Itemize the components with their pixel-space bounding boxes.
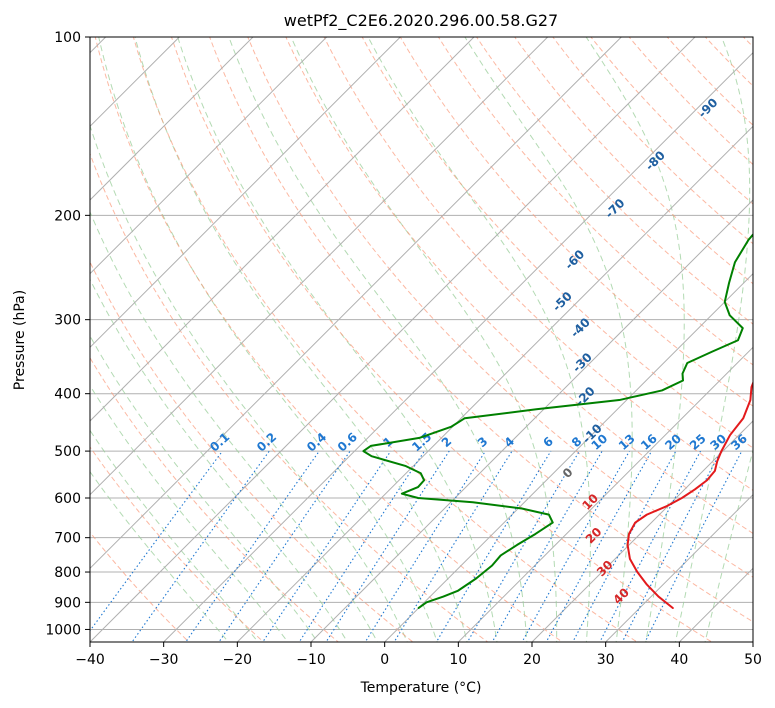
- moist-adiabat: [90, 210, 378, 642]
- skewed-isotherms: [90, 37, 753, 642]
- series-layer: [362, 233, 753, 609]
- x-tick-label: −30: [149, 652, 179, 668]
- moist-adiabat: [90, 429, 259, 642]
- x-tick-label: 20: [523, 652, 541, 668]
- moist-adiabat: [90, 470, 230, 642]
- isotherm-line: [90, 37, 696, 642]
- mixing-ratio-line: [545, 450, 653, 642]
- dry-adiabat: [399, 37, 753, 407]
- x-tick-label: −40: [75, 652, 105, 668]
- x-axis: −40 −30 −20 −10 0 10 20 30 40 50: [75, 642, 762, 668]
- moist-adiabat: [90, 278, 349, 642]
- mixing-ratio-line: [364, 450, 486, 642]
- temperature-series-line: [626, 380, 753, 609]
- mixing-ratio-line: [131, 450, 270, 642]
- dewpoint-series-line: [362, 233, 753, 609]
- mixing-ratio-line: [466, 450, 580, 642]
- mixing-ratio-line: [599, 450, 702, 642]
- y-tick-label: 300: [54, 313, 81, 329]
- dry-adiabats: [90, 37, 753, 642]
- mixing-ratio-line: [521, 450, 630, 642]
- mixing-ratio-line: [90, 450, 223, 632]
- dry-adiabat: [628, 37, 753, 166]
- x-tick-label: 0: [380, 652, 389, 668]
- moist-adiabat: [704, 448, 753, 642]
- dry-adiabat: [514, 37, 753, 285]
- dry-adiabat: [170, 37, 713, 642]
- y-tick-label: 100: [54, 30, 81, 46]
- plot-frame: [89, 36, 754, 643]
- isotherm-line: [310, 199, 753, 642]
- dry-adiabat: [323, 37, 753, 491]
- dry-adiabat: [90, 531, 190, 642]
- dry-adiabat: [132, 37, 638, 642]
- isotherm-line: [90, 37, 254, 201]
- x-axis-label: Temperature (°C): [360, 680, 482, 696]
- mixing-ratio-line: [393, 450, 513, 642]
- moist-adiabat: [177, 37, 498, 642]
- moist-adiabat: [585, 37, 685, 642]
- mixing-ratio-lines: [90, 450, 743, 642]
- dry-adiabat: [361, 37, 753, 449]
- isotherm-line: [90, 37, 401, 349]
- moist-adiabat: [90, 335, 319, 642]
- moist-adiabat: [134, 37, 468, 642]
- isotherm-line: [384, 272, 753, 642]
- dry-adiabat: [437, 37, 753, 366]
- x-tick-label: 10: [449, 652, 467, 668]
- moist-adiabat: [464, 37, 633, 642]
- grid-layer: [90, 37, 753, 630]
- plot-area: 0.10.20.40.611.52346810131620253036-100-…: [90, 37, 753, 642]
- x-tick-label: 40: [670, 652, 688, 668]
- y-tick-label: 800: [54, 565, 81, 581]
- y-axis: 100 200 300 400 500 600 700 800 900 1000: [45, 30, 90, 638]
- x-tick-label: 50: [744, 652, 762, 668]
- x-tick-label: 30: [597, 652, 615, 668]
- mixing-ratio-line: [298, 450, 425, 642]
- moist-adiabat: [290, 37, 558, 642]
- y-tick-label: 200: [54, 208, 81, 224]
- y-tick-label: 900: [54, 595, 81, 611]
- dry-adiabat: [285, 37, 753, 535]
- isotherm-line: [90, 37, 622, 570]
- moist-adiabat: [367, 37, 591, 642]
- dry-adiabat: [90, 152, 489, 642]
- moist-adiabat: [90, 384, 289, 642]
- mixing-ratio-line: [491, 450, 603, 642]
- dry-adiabat: [209, 37, 753, 623]
- y-tick-label: 1000: [45, 622, 81, 638]
- isotherm-line: [457, 346, 753, 642]
- isotherm-line: [90, 37, 328, 275]
- y-axis-label: Pressure (hPa): [12, 290, 28, 390]
- isotherm-line: [236, 125, 753, 642]
- y-tick-label: 600: [54, 491, 81, 507]
- dry-adiabat: [94, 37, 564, 642]
- chart-title: wetPf2_C2E6.2020.296.00.58.G27: [284, 11, 558, 31]
- dry-adiabat: [590, 37, 753, 205]
- dry-adiabat: [247, 37, 753, 578]
- x-tick-label: −10: [296, 652, 326, 668]
- mixing-ratio-line: [572, 450, 677, 642]
- y-tick-label: 400: [54, 387, 81, 403]
- mixing-ratio-line: [218, 450, 351, 642]
- y-tick-label: 500: [54, 444, 81, 460]
- mixing-ratio-line: [435, 450, 552, 642]
- isotherm-line: [531, 420, 753, 642]
- isotherm-line: [90, 37, 549, 496]
- isotherm-line: [163, 51, 753, 642]
- isotherm-line: [605, 493, 753, 642]
- dry-adiabat: [90, 446, 265, 642]
- isotherm-line: [90, 37, 475, 422]
- mixing-ratio-line: [262, 450, 392, 642]
- moist-adiabat: [228, 37, 528, 642]
- y-tick-label: 700: [54, 531, 81, 547]
- x-tick-label: −20: [223, 652, 253, 668]
